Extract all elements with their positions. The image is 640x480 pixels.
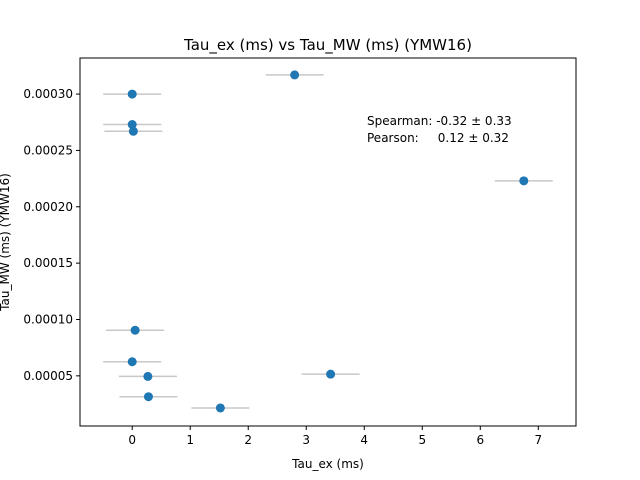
y-tick-label-0: 0.00005 (23, 369, 73, 383)
data-point-0 (290, 70, 300, 80)
x-tick-label-1: 1 (186, 433, 194, 447)
y-tick-label-2: 0.00015 (23, 256, 73, 270)
x-tick-label-6: 6 (476, 433, 484, 447)
x-axis-ticks: 0 1 2 3 4 5 6 7 (128, 426, 542, 447)
y-axis-ticks: 0.00005 0.00010 0.00015 0.00020 0.00025 0.000… (23, 87, 80, 383)
data-point-9 (143, 392, 153, 402)
y-tick-label-5: 0.00030 (23, 87, 73, 101)
chart-title: Tau_ex (ms) vs Tau_MW (ms) (YMW16) (183, 36, 472, 55)
x-tick-label-4: 4 (360, 433, 368, 447)
data-point-2 (127, 119, 137, 129)
data-point-4 (519, 176, 529, 186)
y-tick-label-3: 0.00020 (23, 200, 73, 214)
y-axis-label: Tau_MW (ms) (YMW16) (0, 173, 12, 312)
data-point-8 (326, 369, 336, 379)
data-point-1 (127, 89, 137, 99)
data-point-6 (127, 357, 137, 367)
x-tick-label-2: 2 (244, 433, 252, 447)
y-tick-label-1: 0.00010 (23, 312, 73, 326)
x-tick-label-7: 7 (534, 433, 542, 447)
plot-frame (79, 57, 577, 427)
y-tick-label-4: 0.00025 (23, 143, 73, 157)
x-axis-label: Tau_ex (ms) (291, 457, 364, 471)
spearman-annotation: Spearman: -0.32 ± 0.33 (367, 114, 512, 128)
data-point-5 (130, 325, 140, 335)
data-point-3 (128, 126, 138, 136)
data-point-7 (143, 371, 153, 381)
x-tick-label-0: 0 (128, 433, 136, 447)
data-point-10 (215, 403, 225, 413)
x-tick-label-5: 5 (418, 433, 426, 447)
x-tick-label-3: 3 (302, 433, 310, 447)
point-layer (127, 70, 529, 413)
pearson-annotation: Pearson: 0.12 ± 0.32 (367, 131, 509, 145)
